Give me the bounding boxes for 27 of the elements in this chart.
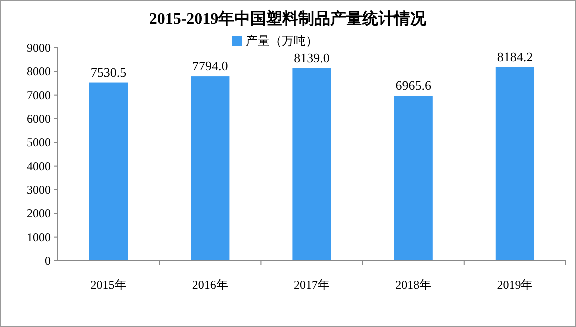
x-tick-label: 2019年 [497,278,534,292]
chart-title: 2015-2019年中国塑料制品产量统计情况 [149,9,428,28]
y-tick-label: 9000 [27,41,51,55]
x-tick-label: 2018年 [396,278,432,292]
y-tick-label: 6000 [27,112,51,126]
data-label: 8139.0 [294,50,330,66]
bar [191,76,230,261]
y-tick-label: 2000 [27,206,51,221]
y-tick-label: 1000 [27,230,51,244]
y-tick-label: 8000 [27,64,51,79]
y-tick-label: 4000 [27,159,51,174]
data-label: 8184.2 [497,49,534,64]
bar [292,68,332,261]
y-tick-label: 3000 [27,183,51,197]
bar [89,82,128,261]
bar [394,96,433,261]
bar [496,67,535,261]
x-tick-label: 2015年 [90,278,127,292]
x-tick-label: 2016年 [192,278,228,292]
data-label: 6965.6 [396,78,432,94]
y-tick-label: 0 [45,254,51,268]
legend-label: 产量（万吨） [246,34,318,48]
y-tick-label: 7000 [27,88,51,102]
data-label: 7794.0 [192,58,228,74]
data-label: 7530.5 [90,64,127,80]
y-tick-label: 5000 [27,136,51,150]
x-tick-label: 2017年 [294,278,330,292]
